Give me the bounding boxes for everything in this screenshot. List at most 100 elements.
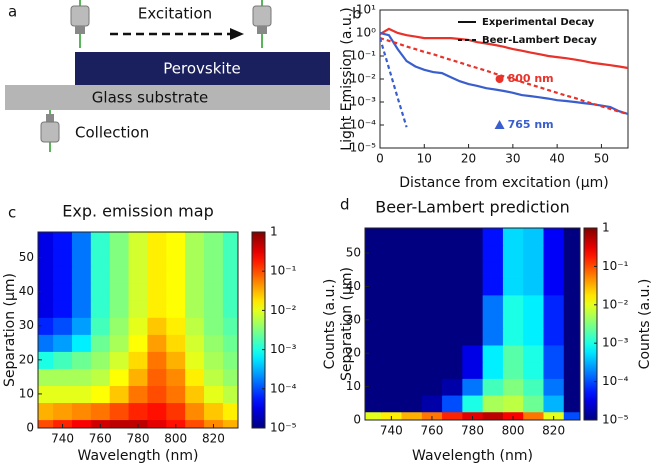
heatmap-cells [38,232,238,428]
colorbar [251,231,266,429]
heatmap-cell [482,228,504,246]
heatmap-cell [222,334,238,352]
annotation-label: 800 nm [508,72,554,85]
heatmap-cell [401,344,423,363]
x-tick-label: 740 [51,432,74,446]
heatmap-cell [222,368,238,386]
heatmap-cell [128,351,149,369]
heatmap-cell [185,385,205,404]
heatmap-cell [502,228,524,246]
y-tick-label: 40 [346,279,361,293]
heatmap-cell [482,328,504,346]
heatmap-cell [523,294,545,313]
x-tick-label: 50 [594,152,609,166]
heatmap-cell [365,361,382,379]
objective-icon [40,110,60,152]
x-tick-label: 40 [550,152,565,166]
heatmap-cell [543,378,565,396]
x-tick-label: 740 [380,424,403,438]
heatmap-cell [502,328,524,346]
heatmap-cell [71,232,92,250]
heatmap-cell [147,334,167,352]
heatmap-cell [90,283,111,301]
panel-label: c [8,204,16,222]
heatmap-cell [502,344,524,363]
heatmap-cell [185,232,205,250]
heatmap-cell [401,328,423,346]
heatmap-cell [365,294,382,313]
heatmap-cell [222,385,238,404]
heatmap-cell [166,402,186,421]
heatmap-cell [128,334,149,352]
glass-label: Glass substrate [92,89,208,107]
colorbar-tick-label: 10⁻¹ [602,259,629,273]
heatmap-cell [482,361,504,379]
legend-label: Beer-Lambert Decay [482,35,597,46]
heatmap-cell [563,261,580,279]
heatmap-cell [185,283,205,301]
legend-label: Experimental Decay [482,17,595,28]
heatmap-cell [543,344,565,363]
heatmap-cell [523,378,545,396]
plot-frame [379,9,629,149]
heatmap-cell [222,402,238,421]
x-axis-label: Distance from excitation (μm) [399,175,609,191]
colorbar-label: Counts (a.u.) [637,279,653,370]
heatmap-cell [109,317,130,335]
y-tick-label: 10¹ [356,3,376,17]
heatmap-cell [222,266,238,284]
heatmap-cell [365,278,382,296]
x-tick-label: 800 [164,432,187,446]
heatmap-cell [563,411,580,420]
heatmap-cell [482,244,504,262]
heatmap-cell [90,232,111,250]
heatmap-cell [71,368,92,386]
heatmap-cell [71,419,92,428]
heatmap-cell [421,244,443,262]
heatmap-cell [401,278,423,296]
heatmap-cell [365,328,382,346]
heatmap-cell [222,249,238,267]
colorbar-tick-label: 10⁻² [270,303,297,317]
heatmap-cell [166,419,186,428]
heatmap-cell [204,351,224,369]
heatmap-cell [543,278,565,296]
heatmap-cell [365,311,382,329]
heatmap-cell [502,311,524,329]
y-tick-label: 40 [19,284,34,298]
colorbar [583,227,598,421]
heatmap-cell [166,266,186,284]
heatmap-cell [128,266,149,284]
heatmap-cell [53,283,73,301]
heatmap-cell [53,266,73,284]
heatmap-cell [421,311,443,329]
colorbar-tick-label: 10⁻⁵ [602,413,629,427]
heatmap-cells [365,228,580,420]
heatmap-cell [128,317,149,335]
heatmap-cell [38,266,54,284]
series-line [380,27,628,70]
heatmap-cell [204,266,224,284]
heatmap-cell [365,344,382,363]
arrow-head [230,28,244,40]
heatmap-cell [71,249,92,267]
heatmap-cell [482,278,504,296]
heatmap-cell [53,334,73,352]
heatmap-cell [166,300,186,318]
heatmap-cell [185,334,205,352]
heatmap-cell [204,232,224,250]
heatmap-cell [38,334,54,352]
heatmap-cell [462,278,484,296]
heatmap-cell [381,294,403,313]
heatmap-cell [523,411,545,420]
heatmap-cell [563,328,580,346]
y-tick-label: 10⁰ [356,26,376,40]
heatmap-cell [222,419,238,428]
heatmap-cell [90,249,111,267]
heatmap-cell [185,300,205,318]
y-tick-label: 50 [19,250,34,264]
heatmap-cell [185,402,205,421]
heatmap-cell [53,419,73,428]
heatmap-cell [523,278,545,296]
y-axis-label: Light Emission (a.u.) [339,7,355,150]
